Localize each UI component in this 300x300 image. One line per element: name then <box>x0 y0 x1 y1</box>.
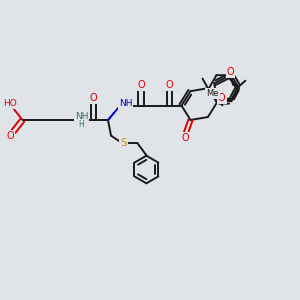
Text: NH: NH <box>75 112 88 121</box>
Text: O: O <box>182 133 189 143</box>
Text: Me: Me <box>207 89 219 98</box>
Text: O: O <box>166 80 173 90</box>
Text: H: H <box>79 120 85 129</box>
Text: O: O <box>90 93 98 103</box>
Text: O: O <box>6 131 14 141</box>
Text: O: O <box>218 93 226 103</box>
Text: S: S <box>121 138 127 148</box>
Text: NH: NH <box>119 99 132 108</box>
Polygon shape <box>107 107 119 121</box>
Text: O: O <box>227 67 234 77</box>
Text: HO: HO <box>3 99 17 108</box>
Text: O: O <box>137 80 145 90</box>
